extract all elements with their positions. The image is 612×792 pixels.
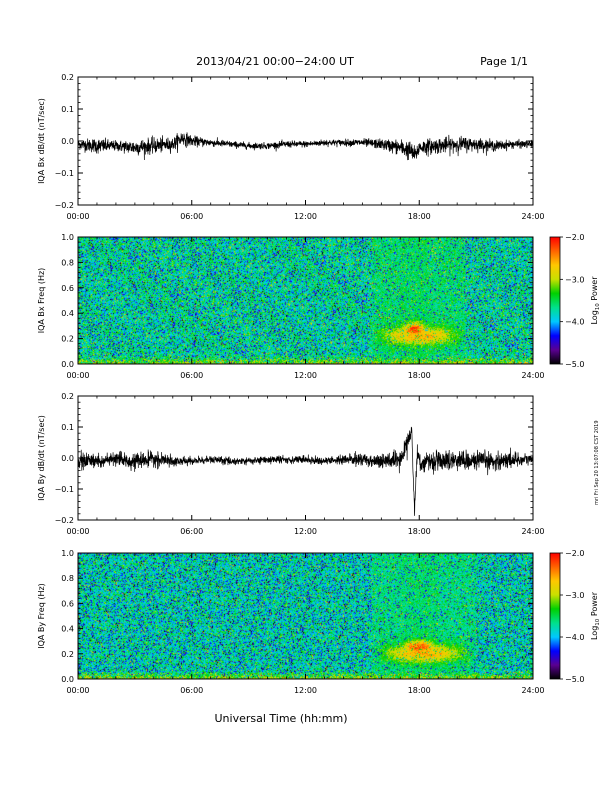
x-tick-label: 18:00 (408, 212, 431, 221)
x-tick-label: 00:00 (66, 686, 89, 695)
y-tick-label: 0.0 (61, 675, 74, 684)
x-axis-label: Universal Time (hh:mm) (215, 712, 348, 725)
x-tick-label: 24:00 (521, 686, 544, 695)
figure-title: 2013/04/21 00:00−24:00 UT (196, 55, 354, 68)
panel-3: 00:00 06:00 12:00 18:00 24:00 0.2 0.1 0.0 −0.1 −0… (37, 392, 545, 536)
x-tick-label: 12:00 (294, 686, 317, 695)
page-indicator: Page 1/1 (480, 55, 528, 68)
x-tick-label: 18:00 (408, 371, 431, 380)
colorbar-tick-label: −4.0 (565, 318, 584, 327)
panels: 00:00 06:00 12:00 18:00 24:00 0.2 0.1 0.0 −0.1 −0… (37, 73, 545, 695)
colorbar-tick-label: −4.0 (565, 633, 584, 642)
y-axis-label: IQA Bx Freq (Hz) (37, 268, 46, 334)
x-tick-label: 12:00 (294, 371, 317, 380)
colorbar-tick-label: −3.0 (565, 275, 584, 284)
x-tick-label: 18:00 (408, 527, 431, 536)
x-tick-label: 06:00 (180, 212, 203, 221)
colorbar-tick-label: −3.0 (565, 591, 584, 600)
y-tick-label: 0.4 (61, 625, 74, 634)
y-tick-label: 0.2 (61, 650, 74, 659)
y-tick-label: 0.2 (61, 335, 74, 344)
y-tick-label: 0.1 (61, 105, 74, 114)
x-tick-label: 24:00 (521, 527, 544, 536)
y-tick-label: 0.0 (61, 137, 74, 146)
colorbar-label: Log10 Power (590, 591, 601, 640)
x-tick-label: 00:00 (66, 371, 89, 380)
colorbar-4: −2.0 −3.0 −4.0 −5.0 Log10 Power (549, 549, 601, 684)
y-tick-label: −0.1 (55, 169, 74, 178)
colorbar-tick-label: −2.0 (565, 549, 584, 558)
spectrogram-image (78, 553, 533, 679)
y-tick-label: 0.6 (61, 284, 74, 293)
x-tick-label: 06:00 (180, 686, 203, 695)
x-tick-label: 24:00 (521, 212, 544, 221)
y-tick-label: 0.8 (61, 258, 74, 267)
y-tick-label: 0.0 (61, 360, 74, 369)
panel-4: 00:00 06:00 12:00 18:00 24:00 1.0 0.8 0.6 0.4 0.2… (37, 549, 545, 695)
panel-1: 00:00 06:00 12:00 18:00 24:00 0.2 0.1 0.0 −0.1 −0… (37, 73, 545, 221)
colorbar-tick-label: −2.0 (565, 233, 584, 242)
x-tick-label: 00:00 (66, 527, 89, 536)
colorbar-label: Log10 Power (590, 276, 601, 325)
y-tick-label: −0.2 (55, 201, 74, 210)
colorbar-bar (549, 236, 561, 365)
timestamp-stamp: mri Fri Sep 20 13:07:08 CST 2019 (594, 421, 600, 506)
colorbar-tick-label: −5.0 (565, 675, 584, 684)
y-tick-label: −0.2 (55, 516, 74, 525)
x-tick-label: 12:00 (294, 212, 317, 221)
y-tick-label: 0.2 (61, 73, 74, 82)
x-tick-label: 24:00 (521, 371, 544, 380)
y-tick-label: −0.1 (55, 485, 74, 494)
colorbar-tick-label: −5.0 (565, 360, 584, 369)
y-tick-label: 0.6 (61, 599, 74, 608)
spectrogram-image (78, 237, 533, 364)
x-tick-label: 12:00 (294, 527, 317, 536)
y-tick-label: 0.2 (61, 392, 74, 401)
y-axis-label: IQA Bx dB/dt (nT/sec) (37, 98, 46, 184)
y-tick-label: 0.4 (61, 309, 74, 318)
y-axis-label: IQA By Freq (Hz) (37, 583, 46, 649)
series-line (77, 426, 534, 516)
y-tick-label: 0.0 (61, 454, 74, 463)
x-tick-label: 00:00 (66, 212, 89, 221)
colorbar-bar (549, 552, 561, 680)
panel-2: 00:00 06:00 12:00 18:00 24:00 1.0 0.8 0.6 0.4 0.2… (37, 233, 545, 380)
x-tick-label: 06:00 (180, 527, 203, 536)
y-axis-label: IQA By dB/dt (nT/sec) (37, 415, 46, 501)
colorbar-2: −2.0 −3.0 −4.0 −5.0 Log10 Power (549, 233, 601, 369)
y-tick-label: 0.8 (61, 574, 74, 583)
y-tick-label: 1.0 (61, 233, 74, 242)
x-tick-label: 18:00 (408, 686, 431, 695)
series-line (77, 132, 534, 161)
x-tick-label: 06:00 (180, 371, 203, 380)
y-tick-label: 1.0 (61, 549, 74, 558)
y-tick-label: 0.1 (61, 423, 74, 432)
